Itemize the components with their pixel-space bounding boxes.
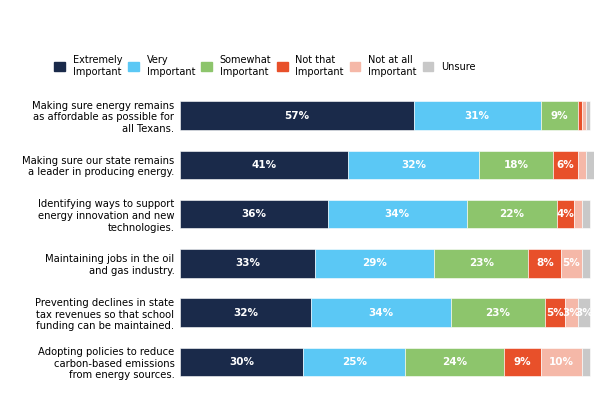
Bar [574,200,582,228]
Bar [578,150,586,179]
Bar [582,348,590,376]
Bar [348,150,479,179]
Bar [582,200,590,228]
Text: 9%: 9% [514,357,531,367]
Bar [565,298,578,327]
Text: 3%: 3% [563,308,580,318]
Text: 23%: 23% [469,258,494,268]
Text: 24%: 24% [442,357,467,367]
Text: 18%: 18% [503,160,529,170]
Bar [311,298,451,327]
Text: 57%: 57% [284,111,310,121]
Text: 30%: 30% [229,357,254,367]
Bar [180,200,328,228]
Bar [180,298,311,327]
Legend: Extremely
Important, Very
Important, Somewhat
Important, Not that
Important, Not: Extremely Important, Very Important, Som… [55,55,476,77]
Bar [451,298,545,327]
Bar [180,348,303,376]
Text: 8%: 8% [536,258,554,268]
Text: 23%: 23% [485,308,510,318]
Text: 36%: 36% [241,209,266,219]
Bar [315,249,434,278]
Bar [582,101,586,130]
Bar [541,101,578,130]
Text: 5%: 5% [563,258,580,268]
Text: 31%: 31% [464,111,490,121]
Bar [545,298,565,327]
Text: 29%: 29% [362,258,387,268]
Text: 34%: 34% [368,308,394,318]
Text: 5%: 5% [546,308,564,318]
Bar [328,200,467,228]
Text: 9%: 9% [550,111,568,121]
Text: 32%: 32% [233,308,258,318]
Bar [413,101,541,130]
Bar [434,249,529,278]
Bar [504,348,541,376]
Bar [553,150,578,179]
Bar [180,150,348,179]
Bar [561,249,582,278]
Bar [578,298,590,327]
Bar [529,249,561,278]
Text: 25%: 25% [342,357,367,367]
Text: 6%: 6% [556,160,574,170]
Text: 4%: 4% [556,209,574,219]
Bar [582,249,590,278]
Bar [479,150,553,179]
Text: 34%: 34% [385,209,410,219]
Bar [578,101,582,130]
Bar [180,101,413,130]
Bar [180,249,315,278]
Text: 10%: 10% [549,357,574,367]
Bar [557,200,574,228]
Text: 3%: 3% [575,308,593,318]
Text: 33%: 33% [235,258,260,268]
Bar [303,348,406,376]
Text: 32%: 32% [401,160,426,170]
Text: 41%: 41% [251,160,277,170]
Bar [406,348,504,376]
Text: 22%: 22% [500,209,524,219]
Bar [586,150,594,179]
Bar [541,348,582,376]
Bar [467,200,557,228]
Bar [586,101,590,130]
